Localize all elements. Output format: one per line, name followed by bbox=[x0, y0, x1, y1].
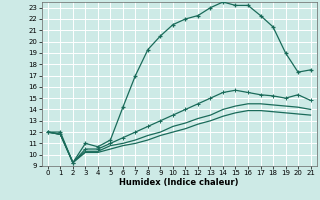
X-axis label: Humidex (Indice chaleur): Humidex (Indice chaleur) bbox=[119, 178, 239, 187]
